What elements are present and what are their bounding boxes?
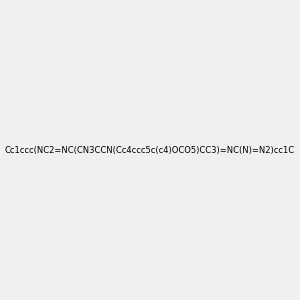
Text: Cc1ccc(NC2=NC(CN3CCN(Cc4ccc5c(c4)OCO5)CC3)=NC(N)=N2)cc1C: Cc1ccc(NC2=NC(CN3CCN(Cc4ccc5c(c4)OCO5)CC…: [5, 146, 295, 154]
